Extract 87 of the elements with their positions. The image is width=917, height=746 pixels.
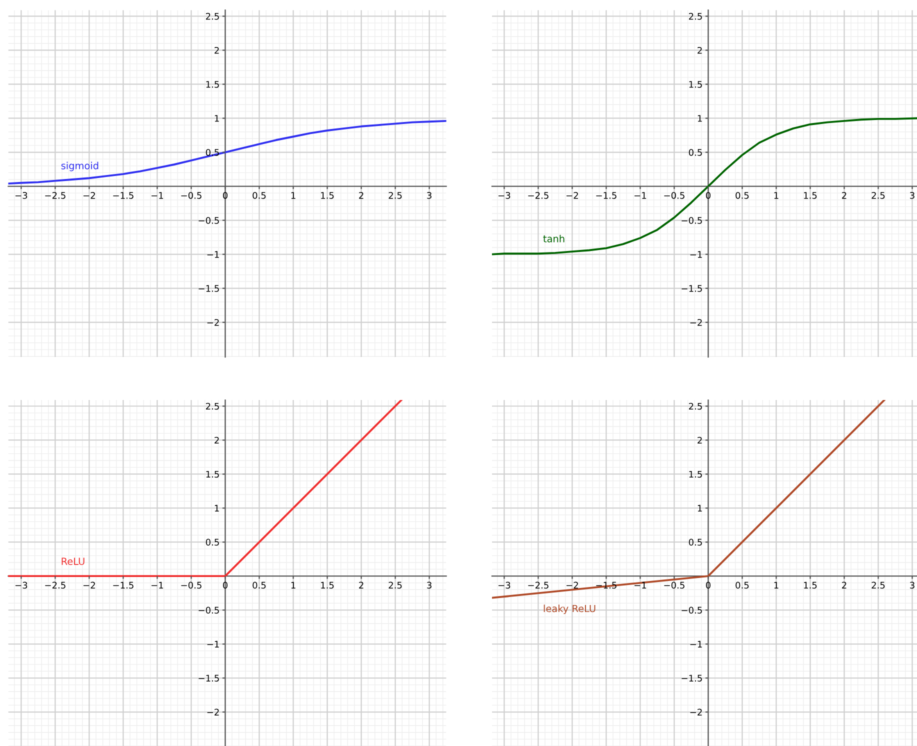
y-tick-label: −1.5 [682,674,702,682]
x-tick-label: −0.5 [664,192,684,199]
x-tick-label: −1 [634,192,646,199]
series-label: leaky ReLU [544,604,596,614]
y-tick-label: 1 [698,504,702,512]
x-tick-label: −1.5 [596,192,616,199]
x-tick-label: −2 [84,582,95,588]
y-tick-label: 1 [214,115,219,122]
x-tick-label: 2.5 [872,582,885,589]
x-tick-label: 2 [842,582,846,588]
x-tick-label: −1 [152,192,164,199]
x-tick-label: −0.5 [664,582,684,589]
y-tick-label: 0.5 [688,538,702,546]
y-tick-label: −1.5 [198,285,219,292]
y-tick-label: 2.5 [206,12,219,20]
x-tick-label: −1 [634,582,646,588]
x-tick-label: −2 [84,192,95,199]
x-tick-label: 1.5 [804,192,817,199]
x-tick-label: −3 [498,582,510,589]
x-tick-label: 2.5 [388,192,402,199]
x-tick-label: −1.5 [113,582,134,589]
x-tick-label: 2 [359,582,364,588]
x-tick-label: −0.5 [181,192,202,199]
x-tick-label: −2.5 [528,192,548,199]
y-tick-label: 2 [214,436,219,444]
x-tick-label: 2.5 [388,582,402,589]
x-tick-label: −2.5 [45,192,66,199]
x-tick-label: −1.5 [113,192,134,199]
y-tick-label: 2.5 [688,12,702,20]
x-tick-label: −2 [566,192,578,199]
x-tick-label: −2.5 [528,582,548,589]
y-tick-label: 2.5 [206,402,219,410]
y-tick-label: −1 [690,251,702,258]
x-tick-label: −3 [15,192,28,199]
y-tick-label: −2 [207,708,219,716]
x-tick-label: 3 [910,192,914,199]
x-tick-label: −2.5 [45,582,66,589]
y-tick-label: −2 [690,319,702,326]
y-tick-label: 0.5 [206,148,219,156]
x-tick-label: −0.5 [181,582,202,589]
x-tick-label: 1 [774,582,778,588]
y-tick-label: 0.5 [206,538,219,546]
y-tick-label: 2 [698,436,702,444]
x-tick-label: 2.5 [872,192,885,199]
series-label: sigmoid [61,162,98,172]
x-tick-label: 1.5 [321,582,334,589]
x-tick-label: 2 [842,192,846,199]
y-tick-label: 1 [214,504,219,512]
x-tick-label: −1 [152,582,164,588]
y-tick-label: 0.5 [688,148,702,156]
y-tick-label: −1 [690,640,702,648]
x-tick-label: 0.5 [736,582,749,589]
y-tick-label: −1 [207,640,219,648]
x-tick-label: 0.5 [736,192,749,199]
y-tick-label: −0.5 [198,217,219,224]
y-tick-label: −0.5 [198,606,219,614]
x-tick-label: −3 [15,582,28,589]
y-tick-label: 2.5 [688,402,702,410]
series-label: ReLU [62,558,84,565]
x-tick-label: 0.5 [252,192,266,199]
y-tick-label: −1.5 [198,674,219,682]
y-tick-label: −2 [207,319,219,326]
y-tick-label: 1.5 [689,81,702,88]
y-tick-label: 1 [698,115,702,122]
y-tick-label: 2 [698,46,702,54]
y-tick-label: −2 [690,708,702,716]
y-tick-label: 1.5 [206,470,219,478]
x-tick-label: 0.5 [252,582,266,589]
x-tick-label: 1.5 [321,192,334,199]
x-tick-label: 1 [291,192,296,199]
x-tick-label: 1 [291,582,296,588]
y-tick-label: −1 [207,251,219,258]
x-tick-label: 3 [910,582,914,589]
x-tick-label: −3 [498,192,510,199]
x-tick-label: 1.5 [804,582,817,589]
y-tick-label: −0.5 [682,606,702,614]
x-tick-label: −2 [566,582,578,588]
y-tick-label: −1.5 [682,285,702,292]
x-tick-label: 2 [359,192,364,199]
y-tick-label: −0.5 [682,217,702,224]
y-tick-label: 1.5 [689,470,702,478]
series-label: tanh [543,234,564,242]
y-tick-label: 2 [214,46,219,54]
y-tick-label: 1.5 [206,81,219,88]
x-tick-label: 1 [774,192,778,199]
x-tick-label: 3 [427,192,432,199]
x-tick-label: 3 [427,582,432,589]
